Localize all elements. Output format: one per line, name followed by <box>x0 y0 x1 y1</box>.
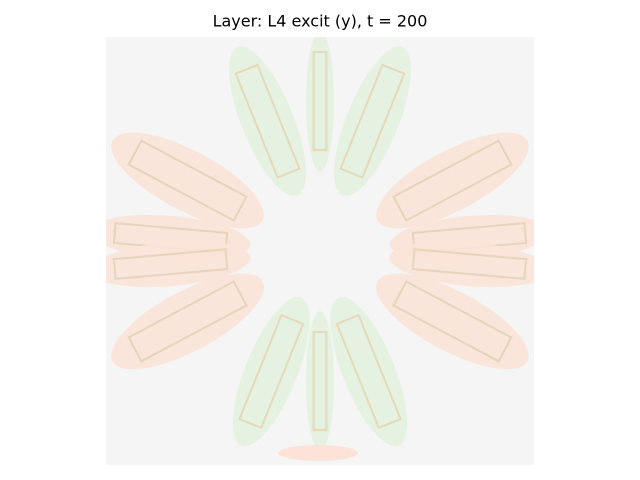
petal <box>330 296 408 447</box>
petal <box>111 132 264 229</box>
petal <box>232 296 310 447</box>
heatmap-pattern <box>106 37 534 461</box>
petal <box>111 273 264 370</box>
petal-outline <box>339 63 406 179</box>
petal-outline <box>411 248 528 280</box>
petal <box>278 445 358 461</box>
petal-outline <box>112 248 229 280</box>
petal-outline <box>335 313 402 430</box>
petal <box>376 132 529 229</box>
petal-outline <box>127 139 248 222</box>
petal <box>376 273 529 370</box>
petal <box>333 46 411 197</box>
petal-outline <box>127 280 248 363</box>
petal-outline <box>234 63 301 179</box>
petal-outline <box>238 313 305 430</box>
petal-outline <box>312 51 328 151</box>
petal <box>106 241 251 288</box>
petal-outline <box>392 280 513 363</box>
petal-outline <box>392 139 513 222</box>
petal <box>389 241 534 288</box>
chart-title: Layer: L4 excit (y), t = 200 <box>213 12 428 31</box>
petal <box>229 46 307 197</box>
petal-outline <box>312 331 328 431</box>
